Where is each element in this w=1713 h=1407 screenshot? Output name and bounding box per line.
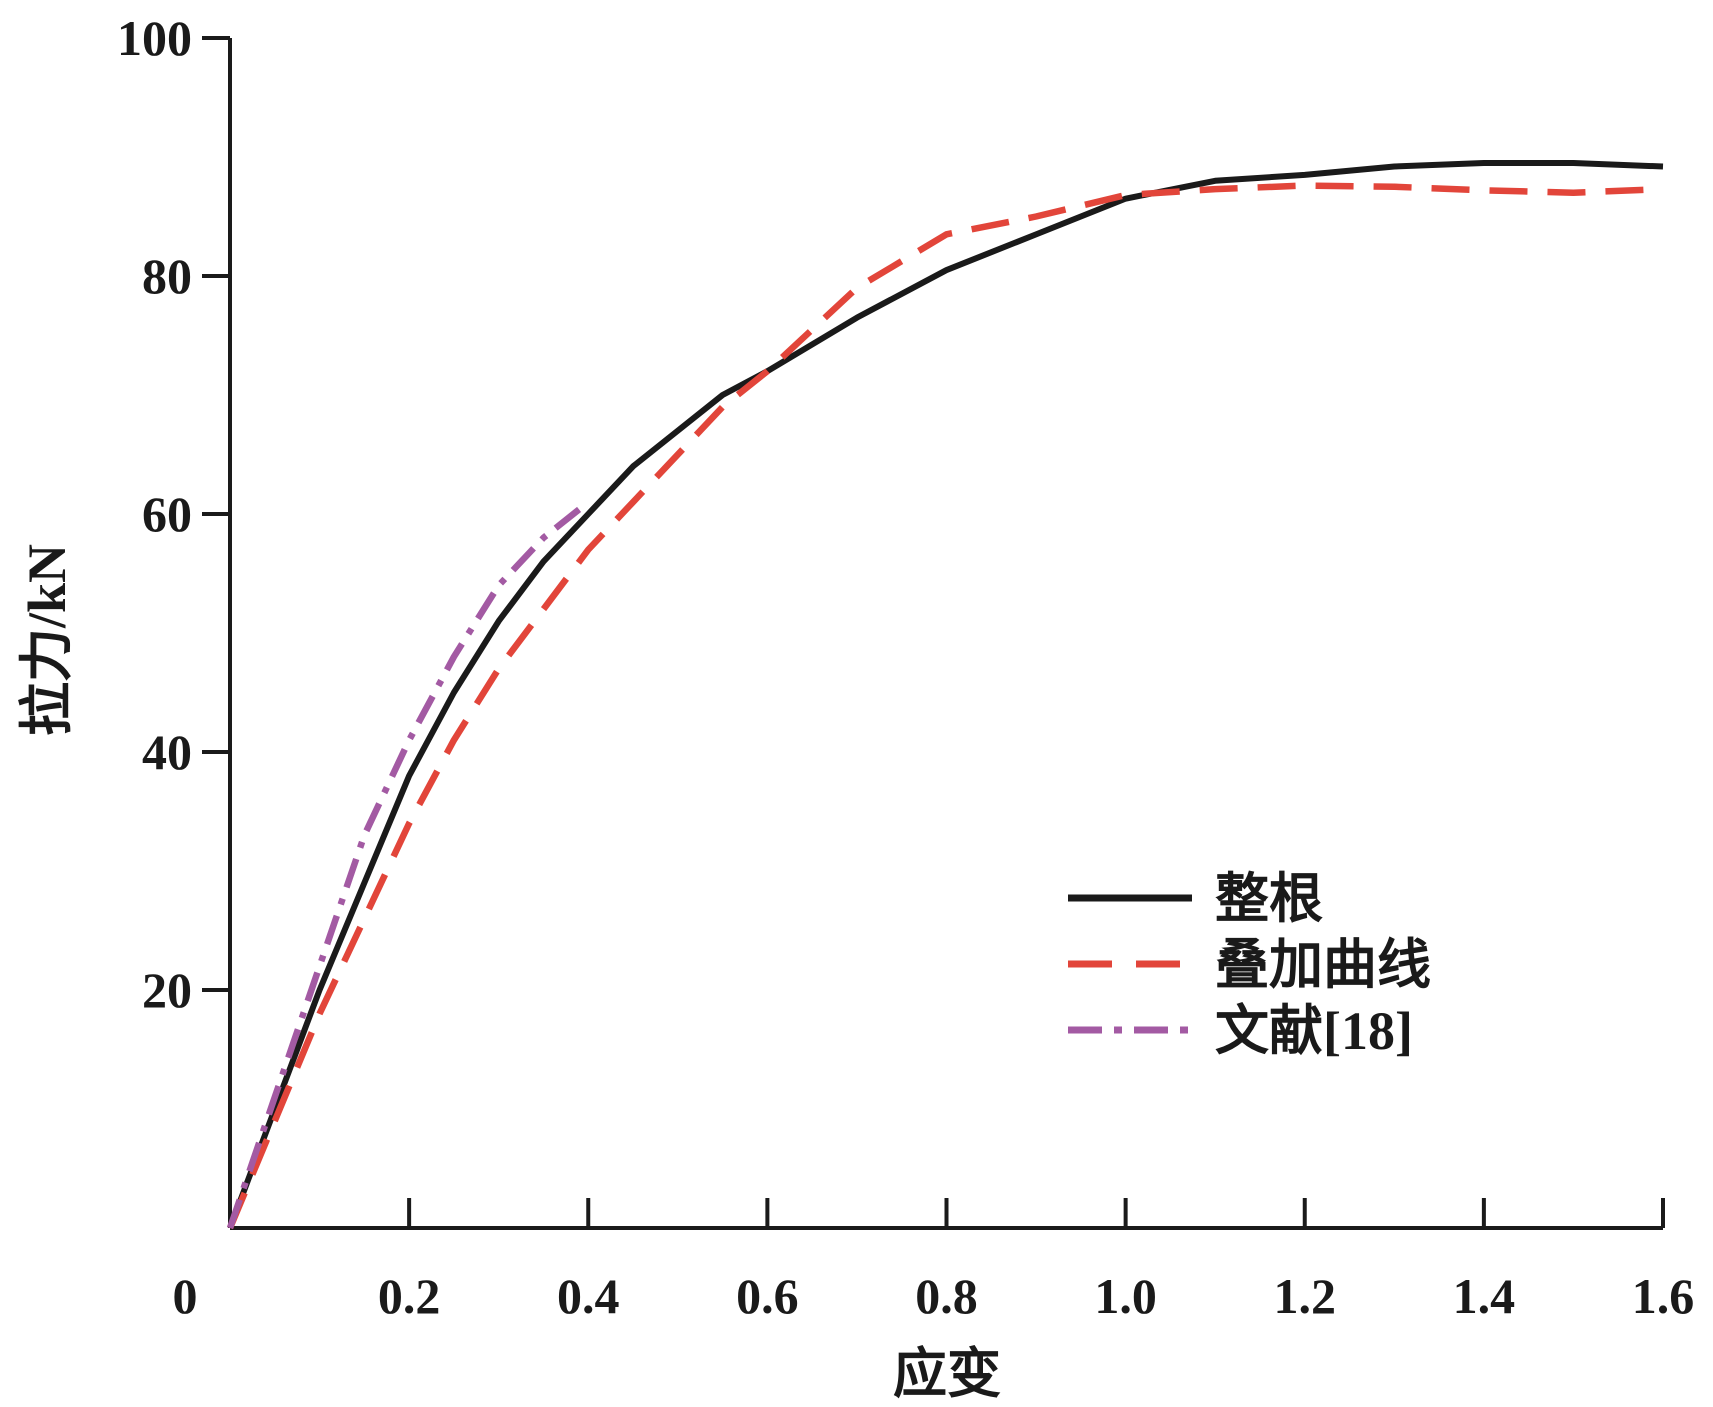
y-axis-title: 拉力/kN bbox=[17, 544, 77, 736]
x-tick-label: 1.4 bbox=[1453, 1268, 1516, 1324]
y-tick-label: 40 bbox=[142, 724, 192, 780]
x-tick-label: 0.4 bbox=[557, 1268, 620, 1324]
x-tick-label: 0 bbox=[173, 1268, 198, 1324]
x-tick-label: 0.2 bbox=[378, 1268, 441, 1324]
x-axis-title: 应变 bbox=[893, 1344, 1001, 1404]
x-tick-label: 1.0 bbox=[1094, 1268, 1157, 1324]
legend-label-1: 叠加曲线 bbox=[1215, 935, 1431, 995]
legend-label-2: 文献[18] bbox=[1215, 1001, 1413, 1061]
y-tick-label: 20 bbox=[142, 962, 192, 1018]
x-tick-label: 0.6 bbox=[736, 1268, 799, 1324]
axes bbox=[228, 38, 1663, 1230]
y-ticks: 20 40 60 80 100 bbox=[117, 10, 230, 1018]
y-tick-label: 80 bbox=[142, 248, 192, 304]
x-ticks: 0 0.2 0.4 0.6 0.8 1.0 1.2 1.4 1.6 bbox=[173, 1198, 1695, 1324]
series-line-1 bbox=[227, 182, 1664, 1230]
series-line-2 bbox=[226, 499, 591, 1230]
legend-label-0: 整根 bbox=[1215, 869, 1323, 929]
series-layer bbox=[226, 159, 1664, 1230]
y-tick-label: 100 bbox=[117, 10, 192, 66]
series-line-0 bbox=[227, 159, 1664, 1230]
x-tick-label: 0.8 bbox=[915, 1268, 978, 1324]
x-tick-label: 1.2 bbox=[1274, 1268, 1337, 1324]
x-tick-label: 1.6 bbox=[1632, 1268, 1695, 1324]
y-tick-label: 60 bbox=[142, 486, 192, 542]
